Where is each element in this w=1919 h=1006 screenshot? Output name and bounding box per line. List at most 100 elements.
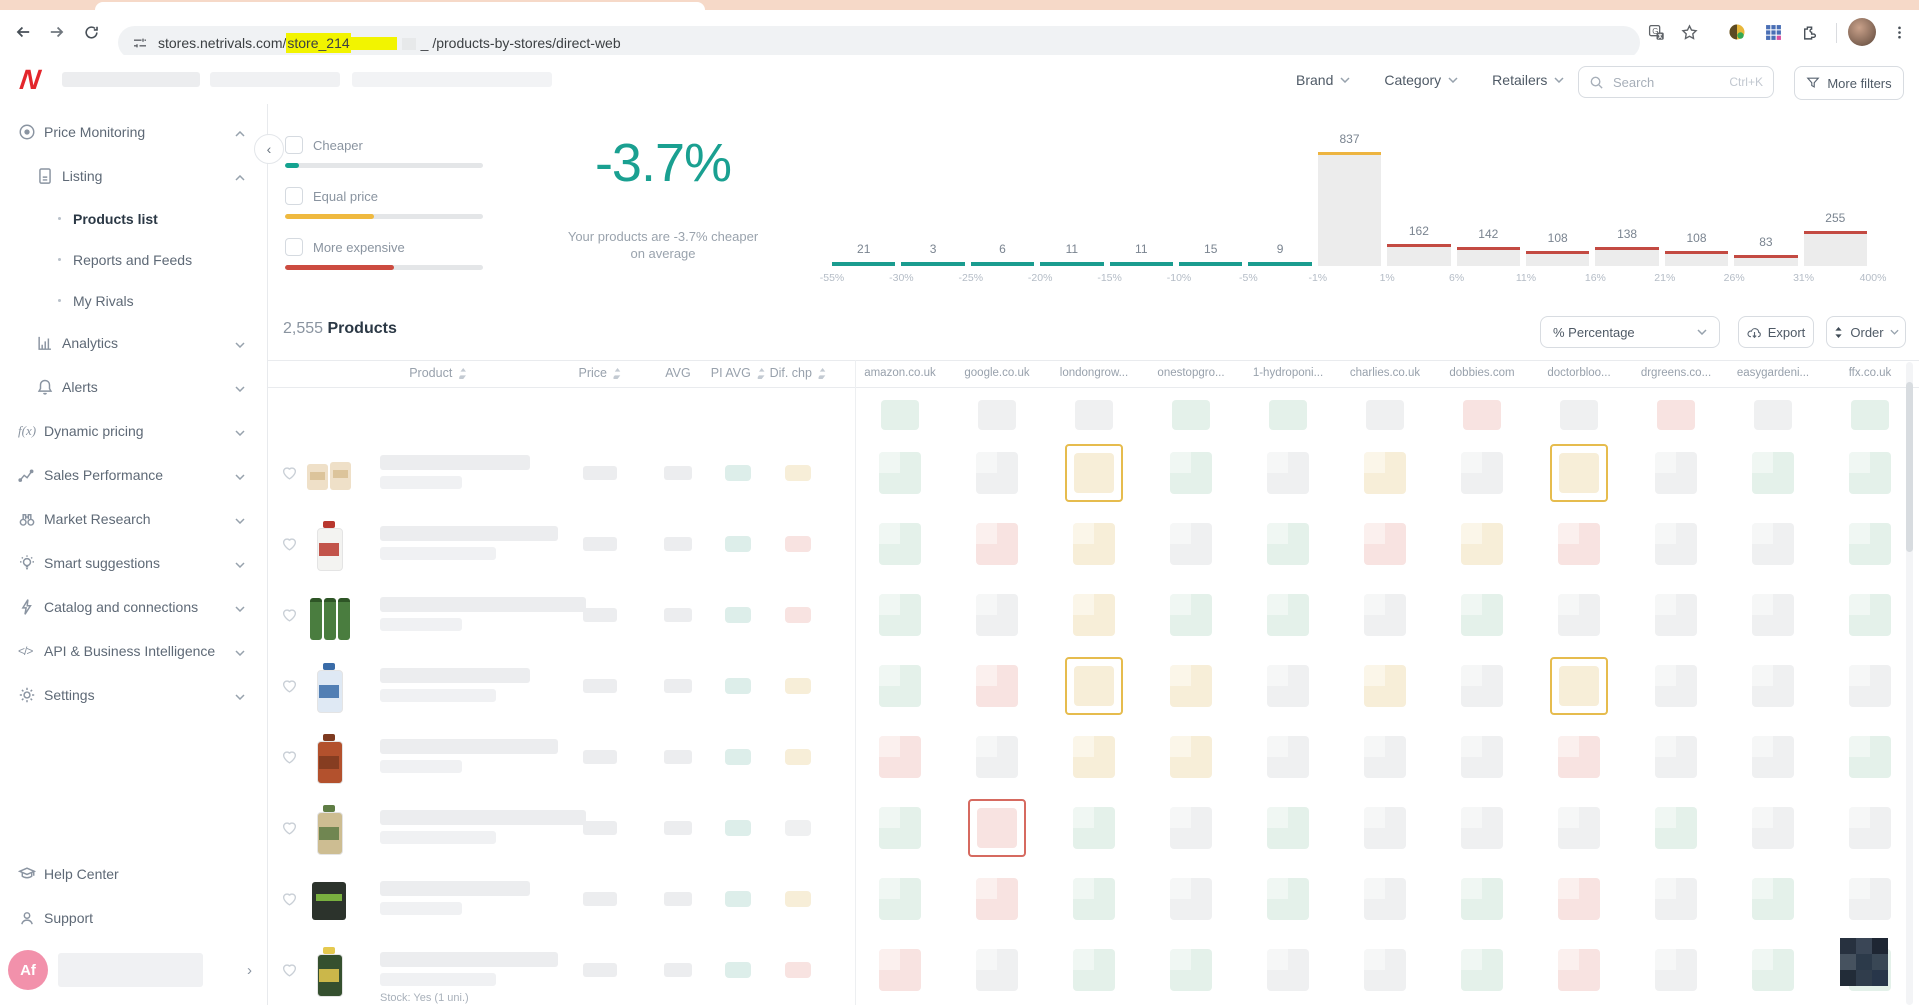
retailer-column-easygardeni[interactable]: easygardeni... xyxy=(1736,367,1810,379)
price-cell[interactable] xyxy=(1558,949,1600,991)
expand-chevron-icon[interactable]: › xyxy=(247,961,252,979)
product-row[interactable] xyxy=(268,509,1919,580)
price-cell[interactable] xyxy=(1752,736,1794,778)
price-cell[interactable] xyxy=(1267,807,1309,849)
price-cell[interactable] xyxy=(1461,807,1503,849)
price-cell[interactable] xyxy=(1170,452,1212,494)
sidebar-item-support[interactable]: Support xyxy=(0,896,268,940)
browser-forward-button[interactable] xyxy=(42,17,72,47)
favorite-button[interactable] xyxy=(280,748,299,771)
price-cell[interactable] xyxy=(1364,736,1406,778)
favorite-button[interactable] xyxy=(280,677,299,700)
sidebar-item-sales-performance[interactable]: Sales Performance xyxy=(0,453,267,497)
price-cell[interactable] xyxy=(1849,452,1891,494)
price-cell[interactable] xyxy=(1655,665,1697,707)
sidebar-item-reports-and-feeds[interactable]: Reports and Feeds xyxy=(0,239,267,280)
unit-select[interactable]: % Percentage xyxy=(1540,316,1720,348)
price-cell[interactable] xyxy=(1267,949,1309,991)
highlighted-price-cell[interactable] xyxy=(1550,657,1608,715)
favorite-button[interactable] xyxy=(280,890,299,913)
price-cell[interactable] xyxy=(1752,949,1794,991)
sidebar-item-price-monitoring[interactable]: Price Monitoring xyxy=(0,110,267,154)
price-cell[interactable] xyxy=(1073,594,1115,636)
price-cell[interactable] xyxy=(1170,523,1212,565)
highlighted-price-cell[interactable] xyxy=(968,799,1026,857)
sidebar-item-market-research[interactable]: Market Research xyxy=(0,497,267,541)
bookmark-star-icon[interactable] xyxy=(1674,17,1704,47)
price-cell[interactable] xyxy=(1267,665,1309,707)
favorite-button[interactable] xyxy=(280,464,299,487)
retailer-column-1hydroponi[interactable]: 1-hydroponi... xyxy=(1252,367,1324,379)
search-box[interactable]: Ctrl+K xyxy=(1578,66,1774,98)
sidebar-collapse-button[interactable]: ‹ xyxy=(254,134,284,164)
price-cell[interactable] xyxy=(1364,665,1406,707)
price-cell[interactable] xyxy=(879,452,921,494)
sidebar-item-api-business-intelligence[interactable]: </> API & Business Intelligence xyxy=(0,629,267,673)
sidebar-item-smart-suggestions[interactable]: Smart suggestions xyxy=(0,541,267,585)
price-cell[interactable] xyxy=(879,736,921,778)
price-cell[interactable] xyxy=(976,949,1018,991)
price-cell[interactable] xyxy=(1461,452,1503,494)
price-cell[interactable] xyxy=(879,949,921,991)
extension-icon-colorful[interactable] xyxy=(1722,17,1752,47)
price-cell[interactable] xyxy=(1461,949,1503,991)
retailer-column-drgreensco[interactable]: drgreens.co... xyxy=(1640,367,1712,379)
checkbox[interactable] xyxy=(285,187,303,205)
favorite-button[interactable] xyxy=(280,606,299,629)
price-cell[interactable] xyxy=(1170,807,1212,849)
price-cell[interactable] xyxy=(1073,878,1115,920)
sidebar-item-dynamic-pricing[interactable]: f(x) Dynamic pricing xyxy=(0,409,267,453)
price-cell[interactable] xyxy=(1267,452,1309,494)
retailer-column-londongrow[interactable]: londongrow... xyxy=(1059,367,1129,379)
header-filter-retailers[interactable]: Retailers xyxy=(1492,72,1564,88)
product-row[interactable] xyxy=(268,793,1919,864)
checkbox[interactable] xyxy=(285,136,303,154)
price-cell[interactable] xyxy=(1073,949,1115,991)
retailer-column-googlecouk[interactable]: google.co.uk xyxy=(964,367,1030,379)
price-cell[interactable] xyxy=(879,523,921,565)
retailer-column-amazoncouk[interactable]: amazon.co.uk xyxy=(864,367,936,379)
price-cell[interactable] xyxy=(1655,523,1697,565)
browser-menu-icon[interactable] xyxy=(1884,17,1914,47)
price-cell[interactable] xyxy=(1849,665,1891,707)
price-cell[interactable] xyxy=(1267,736,1309,778)
price-cell[interactable] xyxy=(1655,594,1697,636)
price-cell[interactable] xyxy=(1558,594,1600,636)
price-cell[interactable] xyxy=(1267,523,1309,565)
product-row[interactable] xyxy=(268,722,1919,793)
column-header-avg[interactable]: AVG xyxy=(665,366,691,380)
extensions-puzzle-icon[interactable] xyxy=(1794,17,1824,47)
site-info-icon[interactable] xyxy=(132,35,148,51)
price-cell[interactable] xyxy=(1752,523,1794,565)
price-cell[interactable] xyxy=(1752,665,1794,707)
highlighted-price-cell[interactable] xyxy=(1065,657,1123,715)
sidebar-item-my-rivals[interactable]: My Rivals xyxy=(0,280,267,321)
browser-back-button[interactable] xyxy=(8,17,38,47)
sidebar-item-catalog-and-connections[interactable]: Catalog and connections xyxy=(0,585,267,629)
search-input[interactable] xyxy=(1611,73,1723,91)
price-cell[interactable] xyxy=(1655,452,1697,494)
price-cell[interactable] xyxy=(976,878,1018,920)
price-cell[interactable] xyxy=(1461,736,1503,778)
price-cell[interactable] xyxy=(1364,949,1406,991)
price-cell[interactable] xyxy=(1170,665,1212,707)
price-cell[interactable] xyxy=(879,878,921,920)
price-cell[interactable] xyxy=(1170,736,1212,778)
product-row[interactable] xyxy=(268,580,1919,651)
retailer-column-doctorbloo[interactable]: doctorbloo... xyxy=(1547,367,1611,379)
price-cell[interactable] xyxy=(1073,807,1115,849)
product-row[interactable] xyxy=(268,651,1919,722)
header-filter-brand[interactable]: Brand xyxy=(1296,72,1350,88)
price-cell[interactable] xyxy=(1558,523,1600,565)
favorite-button[interactable] xyxy=(280,961,299,984)
price-cell[interactable] xyxy=(1364,878,1406,920)
highlighted-price-cell[interactable] xyxy=(1550,444,1608,502)
price-cell[interactable] xyxy=(1364,523,1406,565)
price-cell[interactable] xyxy=(1558,878,1600,920)
price-cell[interactable] xyxy=(1752,807,1794,849)
extension-icon-grid[interactable] xyxy=(1758,17,1788,47)
retailer-column-charliescouk[interactable]: charlies.co.uk xyxy=(1349,367,1421,379)
retailer-column-dobbiescom[interactable]: dobbies.com xyxy=(1449,367,1515,379)
sidebar-item-products-list[interactable]: Products list xyxy=(0,198,267,239)
order-button[interactable]: Order xyxy=(1826,316,1906,348)
